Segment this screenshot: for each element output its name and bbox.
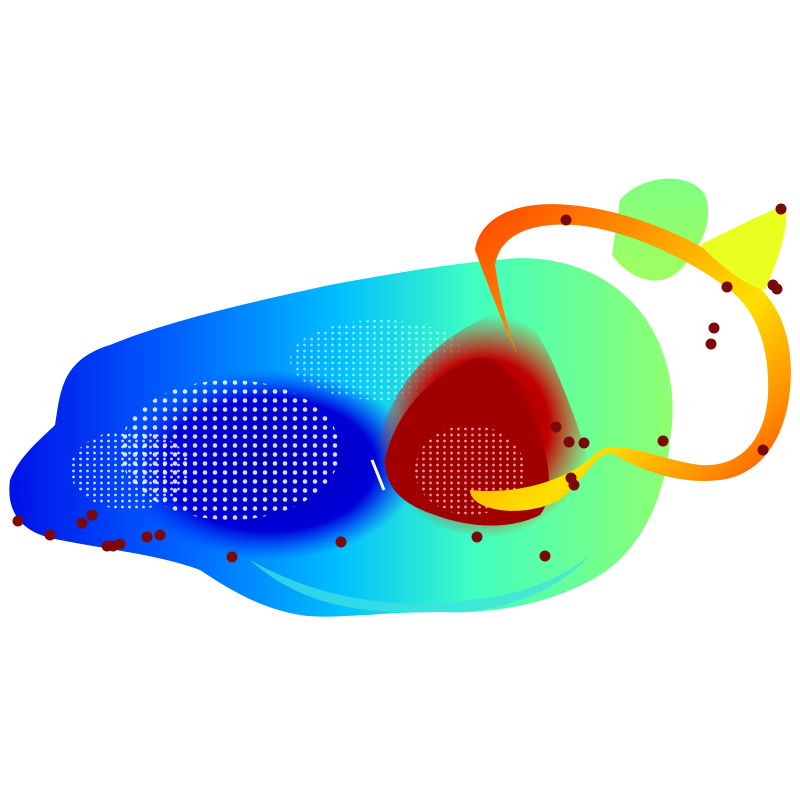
marker [335, 536, 347, 548]
marker [550, 421, 562, 433]
marker [560, 214, 572, 226]
left-mesh-region [70, 430, 190, 510]
marker [471, 531, 483, 543]
marker [568, 479, 580, 491]
marker [539, 550, 551, 562]
loop-band [470, 204, 791, 511]
markers [12, 203, 787, 563]
surface-lower-band [250, 555, 590, 613]
marker [775, 203, 787, 215]
marker [12, 515, 24, 527]
loop-tip [700, 205, 787, 290]
marker [76, 517, 88, 529]
marker [708, 322, 720, 334]
marker [757, 444, 769, 456]
marker [114, 538, 126, 550]
marker [721, 281, 733, 293]
marker [771, 283, 783, 295]
marker [705, 338, 717, 350]
marker [578, 437, 590, 449]
marker [44, 529, 56, 541]
marker [563, 436, 575, 448]
marker [154, 529, 166, 541]
marker [141, 531, 153, 543]
marker [657, 435, 669, 447]
seam [370, 459, 386, 491]
marker [226, 551, 238, 563]
marker [86, 509, 98, 521]
